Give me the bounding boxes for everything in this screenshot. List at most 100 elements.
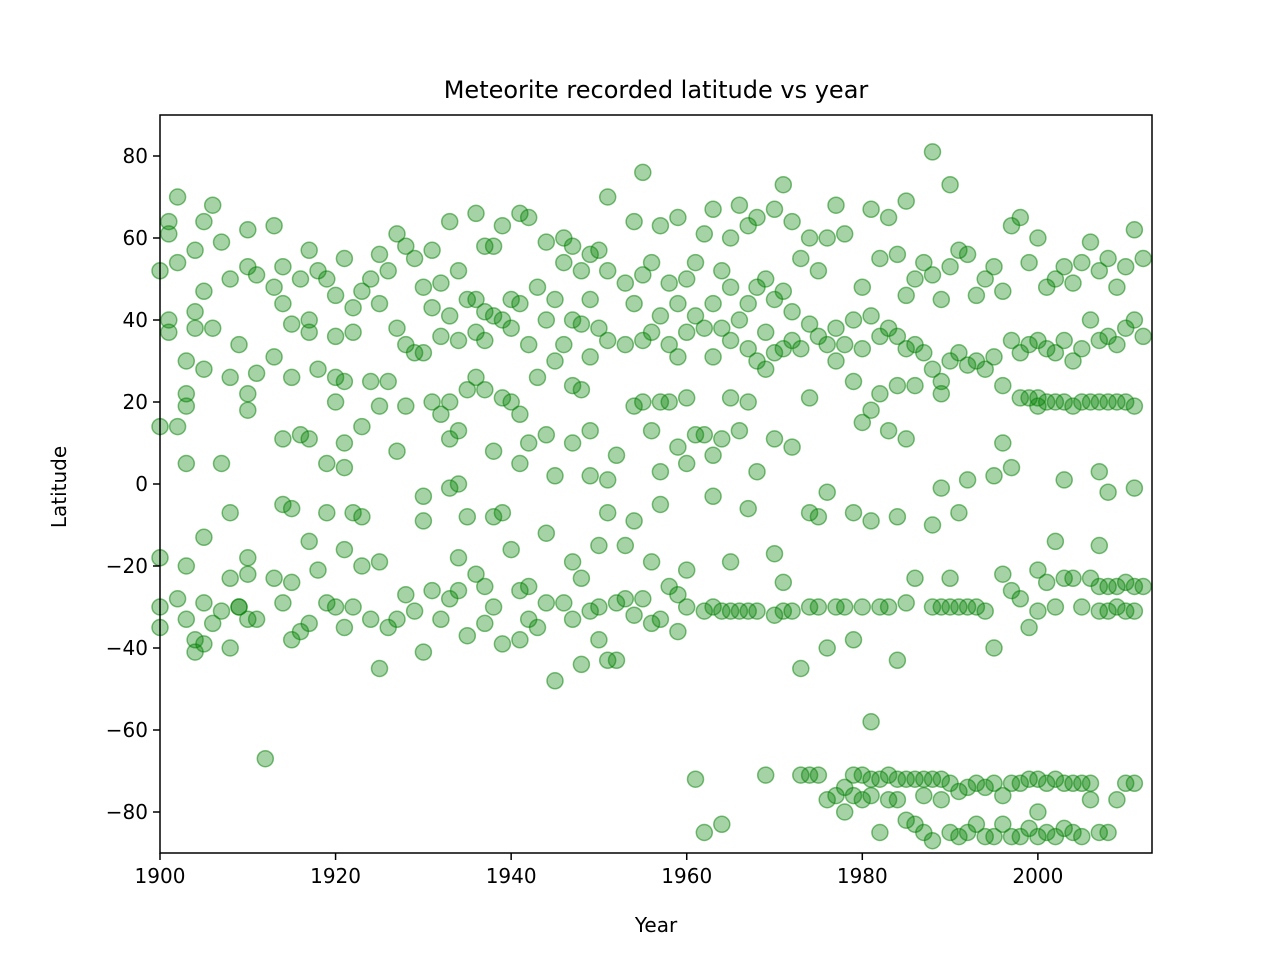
- x-tick-label: 1920: [310, 864, 361, 888]
- data-point: [511, 454, 529, 473]
- data-point: [230, 335, 248, 354]
- data-point: [1046, 393, 1065, 411]
- x-tick-label: 1940: [486, 864, 537, 888]
- data-point: [862, 401, 880, 419]
- data-point: [160, 225, 178, 243]
- y-axis-label: Latitude: [47, 446, 71, 528]
- data-point: [994, 815, 1012, 834]
- data-point: [783, 303, 801, 321]
- data-point: [186, 303, 204, 321]
- data-point: [476, 303, 494, 321]
- data-point: [370, 294, 389, 313]
- data-point: [1081, 774, 1100, 793]
- data-point: [713, 262, 731, 280]
- data-point: [818, 639, 836, 657]
- data-point: [326, 598, 345, 616]
- data-point: [713, 430, 731, 448]
- data-point: [739, 499, 757, 518]
- data-point: [203, 196, 222, 214]
- data-point: [625, 212, 643, 231]
- data-point: [923, 266, 942, 284]
- data-point: [783, 602, 801, 620]
- data-point: [686, 770, 705, 788]
- data-point: [195, 212, 213, 231]
- data-point: [414, 278, 433, 296]
- data-point: [440, 212, 459, 231]
- data-point: [625, 397, 643, 415]
- data-point: [160, 323, 178, 342]
- data-point: [282, 368, 301, 387]
- data-point: [590, 598, 608, 616]
- data-point: [1134, 577, 1152, 596]
- data-point: [467, 290, 485, 309]
- data-point: [739, 294, 757, 313]
- data-point: [546, 352, 564, 370]
- y-tick-label: −80: [106, 800, 148, 824]
- data-point: [423, 393, 441, 411]
- data-point: [177, 385, 196, 403]
- data-point: [598, 651, 617, 670]
- data-point: [642, 553, 661, 571]
- data-point: [572, 655, 591, 674]
- data-point: [651, 393, 670, 411]
- data-point: [792, 249, 810, 268]
- data-point: [809, 598, 828, 616]
- data-point: [985, 348, 1003, 366]
- data-point: [704, 200, 722, 219]
- data-point: [581, 245, 599, 264]
- data-point: [783, 438, 801, 456]
- data-point: [1046, 344, 1065, 362]
- data-point: [853, 766, 872, 784]
- data-point: [1090, 462, 1109, 481]
- data-point: [177, 557, 196, 575]
- data-point: [1029, 803, 1047, 821]
- data-point: [1029, 770, 1047, 788]
- data-point: [265, 216, 283, 235]
- data-point: [888, 790, 907, 809]
- data-point: [1125, 311, 1144, 329]
- data-point: [1108, 790, 1126, 809]
- data-point: [528, 618, 547, 637]
- data-point: [1081, 393, 1100, 411]
- data-point: [994, 786, 1012, 805]
- data-point: [581, 602, 599, 620]
- data-point: [967, 815, 986, 834]
- data-point: [528, 368, 547, 387]
- data-point: [634, 590, 652, 608]
- data-point: [1055, 819, 1073, 838]
- data-point: [809, 766, 828, 784]
- data-point: [502, 540, 520, 559]
- data-point: [1125, 577, 1144, 596]
- data-point: [476, 331, 494, 350]
- data-point: [906, 270, 924, 288]
- data-point: [888, 770, 907, 788]
- data-point: [774, 175, 793, 194]
- data-point: [985, 774, 1003, 793]
- data-point: [168, 417, 187, 436]
- data-point: [493, 389, 512, 407]
- data-point: [1099, 249, 1117, 268]
- data-point: [800, 598, 819, 616]
- data-point: [160, 311, 178, 329]
- data-point: [195, 282, 213, 301]
- data-point: [932, 770, 951, 788]
- data-point: [1134, 327, 1152, 346]
- data-point: [414, 344, 433, 362]
- data-point: [967, 774, 986, 793]
- data-points: [151, 143, 1152, 850]
- data-point: [625, 606, 643, 624]
- data-point: [871, 385, 889, 403]
- data-point: [704, 348, 722, 366]
- data-point: [967, 598, 986, 616]
- data-point: [739, 393, 757, 411]
- data-point: [1090, 536, 1109, 555]
- data-point: [537, 524, 556, 542]
- data-point: [168, 253, 187, 272]
- data-point: [800, 229, 819, 247]
- data-point: [1064, 397, 1082, 415]
- data-point: [958, 778, 977, 797]
- data-point: [1099, 577, 1117, 596]
- data-point: [704, 294, 722, 313]
- data-point: [300, 241, 318, 260]
